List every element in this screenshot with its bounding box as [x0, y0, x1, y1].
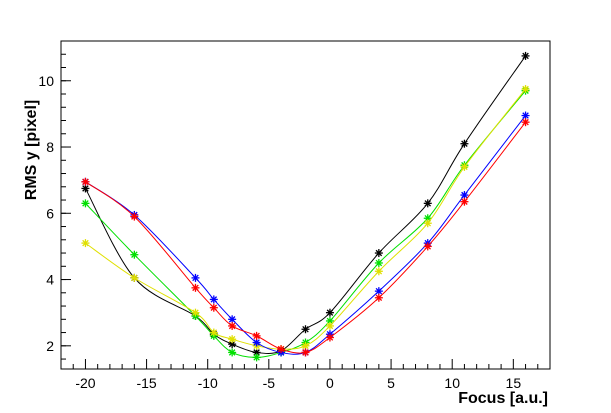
data-point-marker — [521, 51, 530, 60]
data-point-marker — [81, 177, 90, 186]
series-line — [85, 121, 526, 354]
data-point-marker — [374, 249, 383, 258]
x-tick-label: 15 — [506, 375, 522, 391]
data-point-marker — [81, 199, 90, 208]
data-point-marker — [209, 295, 218, 304]
data-point-marker — [228, 335, 237, 344]
data-point-marker — [301, 325, 310, 334]
data-point-marker — [252, 331, 261, 340]
plot-frame — [60, 40, 551, 370]
series-2 — [81, 85, 530, 354]
data-point-marker — [325, 333, 334, 342]
y-tick-label: 10 — [38, 73, 54, 89]
data-point-marker — [301, 348, 310, 357]
data-point-marker — [325, 321, 334, 330]
data-point-marker — [374, 267, 383, 276]
data-point-marker — [191, 273, 200, 282]
series-layer — [81, 51, 530, 362]
x-axis: -20 -15 -10 -5 0 5 10 15 — [60, 359, 551, 391]
data-point-marker — [521, 111, 530, 120]
x-tick-label: -5 — [263, 375, 276, 391]
series-3 — [81, 111, 530, 357]
x-tick-label: -15 — [136, 375, 156, 391]
data-point-marker — [130, 250, 139, 259]
y-tick-label: 4 — [46, 272, 54, 288]
series-line — [85, 88, 526, 350]
series-1 — [81, 86, 530, 362]
data-point-marker — [374, 258, 383, 267]
series-line — [85, 55, 526, 354]
x-tick-label: 5 — [387, 375, 395, 391]
x-axis-title: Focus [a.u.] — [458, 390, 548, 407]
y-tick-label: 2 — [46, 338, 54, 354]
x-tick-label: -20 — [75, 375, 95, 391]
series-4 — [81, 118, 530, 357]
data-point-marker — [228, 340, 237, 349]
data-point-marker — [521, 118, 530, 127]
data-point-marker — [252, 353, 261, 362]
x-tick-label: 10 — [444, 375, 460, 391]
data-point-marker — [460, 139, 469, 148]
data-point-marker — [423, 242, 432, 251]
y-tick-label: 8 — [46, 139, 54, 155]
data-point-marker — [374, 293, 383, 302]
data-point-marker — [209, 303, 218, 312]
data-point-marker — [228, 321, 237, 330]
data-point-marker — [460, 197, 469, 206]
data-point-marker — [81, 239, 90, 248]
y-axis: 2 4 6 8 10 — [38, 40, 71, 360]
y-tick-label: 6 — [46, 205, 54, 221]
data-point-marker — [423, 219, 432, 228]
data-point-marker — [521, 85, 530, 94]
x-tick-label: 0 — [326, 375, 334, 391]
data-point-marker — [209, 328, 218, 337]
y-axis-title: RMS y [pixel] — [23, 100, 40, 200]
data-point-marker — [130, 273, 139, 282]
series-line — [85, 90, 526, 358]
data-point-marker — [277, 345, 286, 354]
data-point-marker — [460, 162, 469, 171]
data-point-marker — [252, 348, 261, 357]
data-point-marker — [191, 308, 200, 317]
data-point-marker — [228, 348, 237, 357]
x-tick-label: -10 — [198, 375, 218, 391]
data-point-marker — [423, 199, 432, 208]
data-point-marker — [130, 212, 139, 221]
data-point-marker — [325, 308, 334, 317]
data-point-marker — [325, 316, 334, 325]
data-point-marker — [191, 283, 200, 292]
